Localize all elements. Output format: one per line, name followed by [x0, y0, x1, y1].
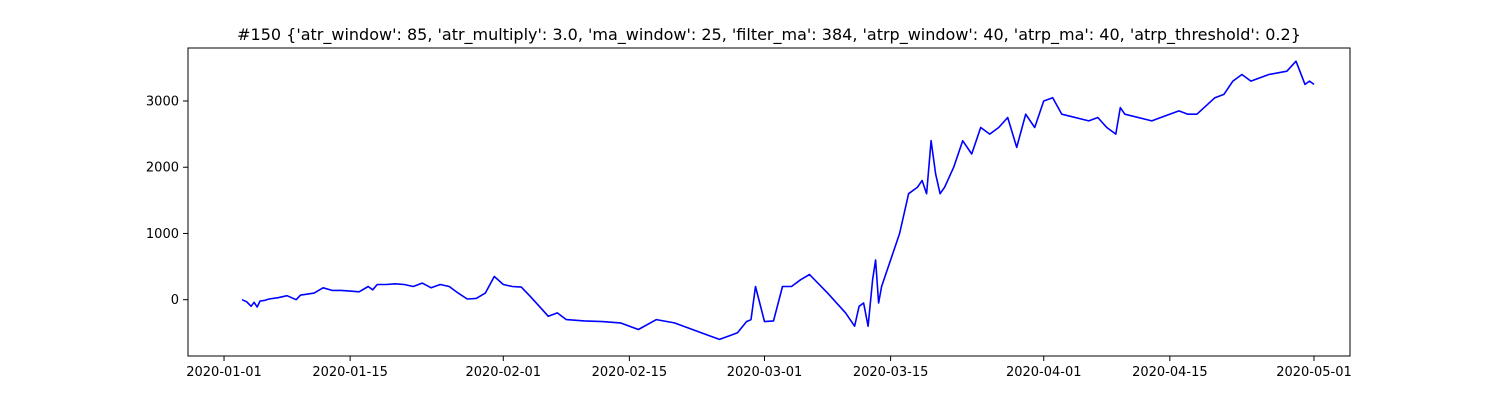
x-tick-label: 2020-04-15 [1132, 365, 1208, 380]
x-axis: 2020-01-01 2020-01-15 2020-02-01 2020-02-15… [186, 356, 1352, 380]
x-tick-label: 2020-03-15 [853, 365, 929, 380]
series-line [241, 60, 1315, 341]
x-tick-label: 2020-02-01 [465, 365, 541, 380]
y-tick-label: 0 [171, 293, 179, 308]
x-tick-label: 2020-03-01 [727, 365, 803, 380]
x-tick-label: 2020-01-01 [186, 365, 262, 380]
x-tick-label: 2020-01-15 [312, 365, 388, 380]
y-tick-label: 3000 [146, 94, 179, 109]
series-layer [241, 60, 1315, 341]
chart-title: #150 {'atr_window': 85, 'atr_multiply': … [237, 25, 1301, 45]
y-axis: 0 1000 2000 3000 [146, 94, 188, 308]
x-tick-label: 2020-02-15 [592, 365, 668, 380]
plot-area-frame [187, 47, 1351, 357]
x-tick-label: 2020-04-01 [1006, 365, 1082, 380]
y-tick-label: 1000 [146, 227, 179, 242]
y-tick-label: 2000 [146, 161, 179, 176]
x-tick-label: 2020-05-01 [1276, 365, 1352, 380]
